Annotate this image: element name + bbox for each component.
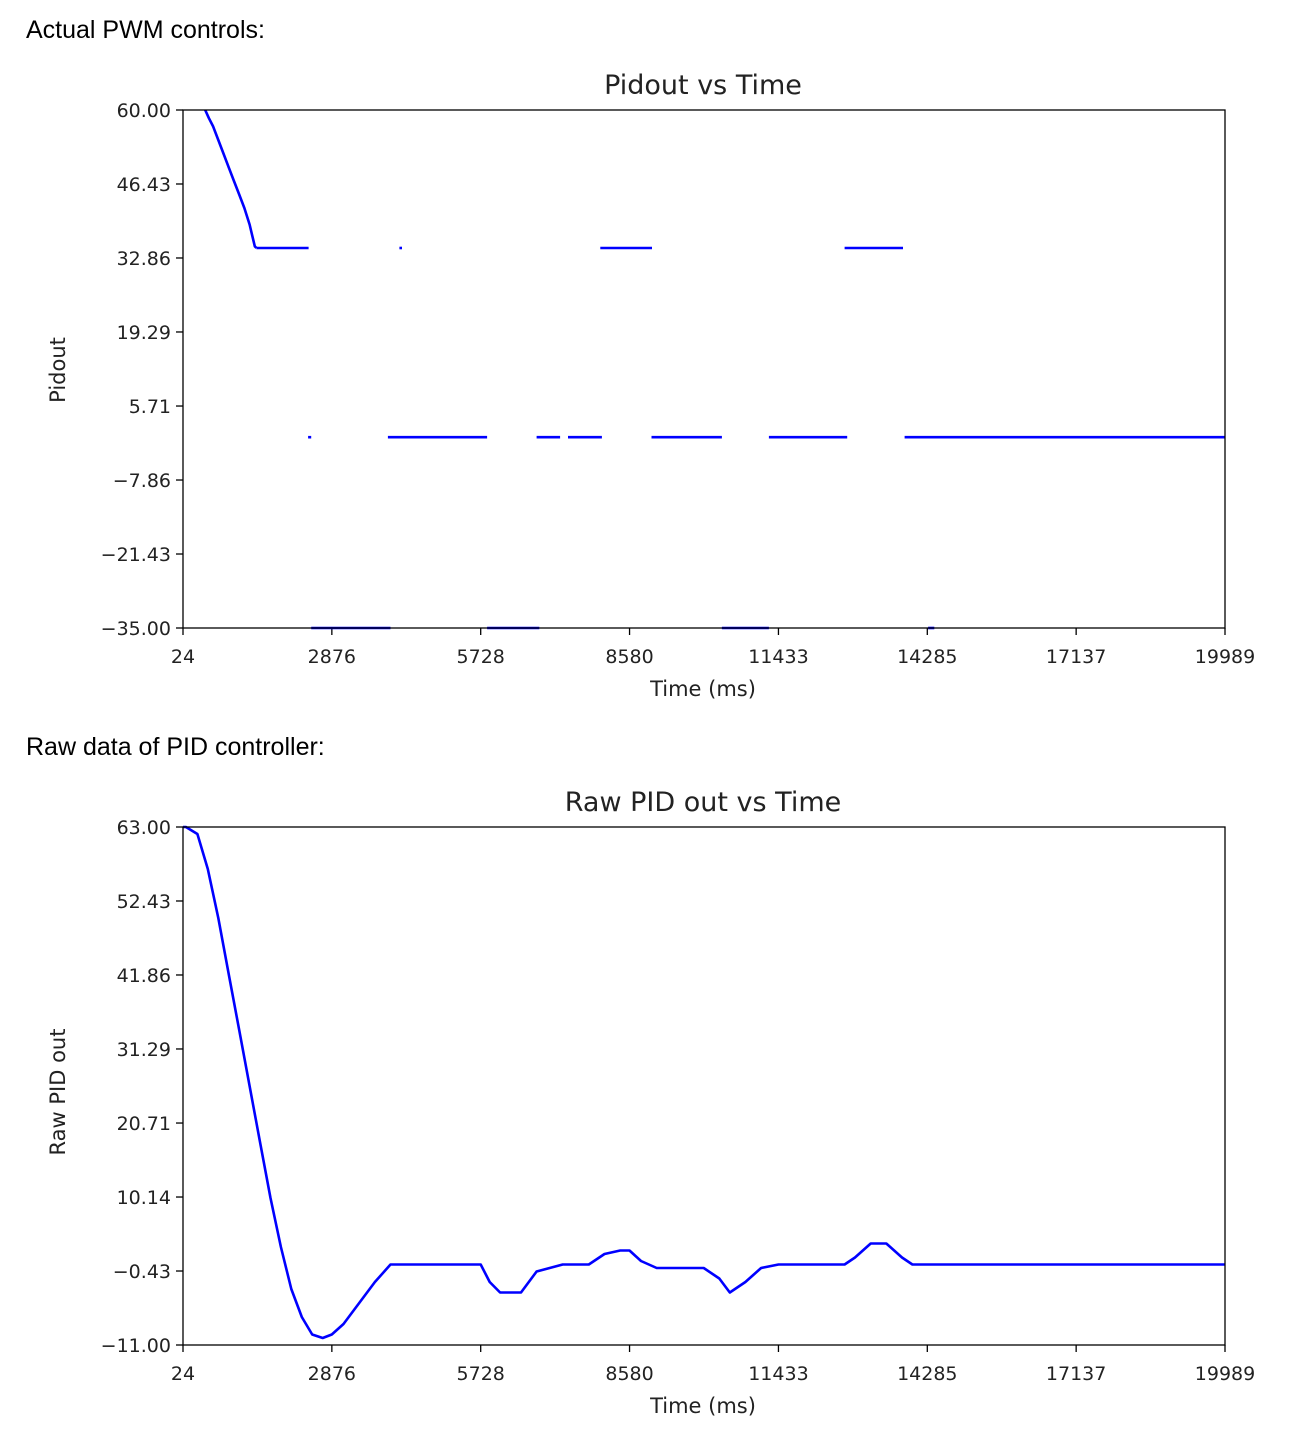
chart-1-series-segment <box>204 109 258 249</box>
chart-2-y-tick-label: −11.00 <box>101 1335 171 1357</box>
chart-1-x-tick-label: 24 <box>171 646 195 668</box>
chart-2-y-tick-label: 63.00 <box>117 817 171 839</box>
chart-1-x-tick-label: 17137 <box>1046 646 1106 668</box>
chart-2-title: Raw PID out vs Time <box>565 787 842 818</box>
chart-1-y-ticks: 60.00 46.43 32.86 19.29 5.71 −7.86 −21.43 −35.0… <box>101 100 183 640</box>
chart-1-x-tick-label: 14285 <box>897 646 957 668</box>
chart-1-x-tick-label: 5728 <box>457 646 505 668</box>
chart-2-x-tick-label: 19989 <box>1195 1363 1255 1385</box>
chart-1-plot-area <box>204 109 1225 630</box>
chart-1-frame <box>182 109 1226 629</box>
chart-1-y-tick-label: 32.86 <box>117 248 171 270</box>
chart-1-y-tick-label: −35.00 <box>101 618 171 640</box>
chart-1-title: Pidout vs Time <box>604 70 802 101</box>
chart-1-y-tick-label: 60.00 <box>117 100 171 122</box>
chart-1-y-tick-label: −7.86 <box>113 470 171 492</box>
chart-2-y-tick-label: −0.43 <box>113 1261 171 1283</box>
chart-2-y-tick-label: 41.86 <box>117 965 171 987</box>
chart-2-x-tick-label: 24 <box>171 1363 195 1385</box>
chart-2-y-label: Raw PID out <box>46 1029 70 1156</box>
chart-1-y-tick-label: −21.43 <box>101 544 171 566</box>
chart-2-x-tick-label: 5728 <box>457 1363 505 1385</box>
chart-2-x-tick-label: 8580 <box>605 1363 653 1385</box>
chart-1-y-tick-label: 19.29 <box>117 322 171 344</box>
chart-1-x-tick-label: 19989 <box>1195 646 1255 668</box>
chart-2-plot-area <box>183 825 1225 1340</box>
chart-2-frame <box>182 826 1226 1346</box>
chart-1-x-tick-label: 2876 <box>308 646 356 668</box>
chart-1-x-tick-label: 11433 <box>748 646 808 668</box>
chart-2-series-line <box>183 825 1225 1340</box>
chart-2-y-tick-label: 31.29 <box>117 1039 171 1061</box>
chart-2-x-ticks: 24 2876 5728 8580 11433 14285 17137 19989 <box>171 1345 1255 1385</box>
chart-2-x-tick-label: 2876 <box>308 1363 356 1385</box>
chart-1-y-tick-label: 46.43 <box>117 174 171 196</box>
chart-1-x-label: Time (ms) <box>649 677 756 701</box>
chart-2-x-tick-label: 17137 <box>1046 1363 1106 1385</box>
chart-2-x-tick-label: 11433 <box>748 1363 808 1385</box>
caption-actual-pwm: Actual PWM controls: <box>26 16 265 44</box>
caption-raw-pid-data: Raw data of PID controller: <box>26 733 325 761</box>
chart-1-y-label: Pidout <box>46 337 70 403</box>
chart-2-x-tick-label: 14285 <box>897 1363 957 1385</box>
chart-2-y-tick-label: 52.43 <box>117 891 171 913</box>
chart-raw-pid-vs-time: Raw PID out vs Time 63.00 52.43 41.86 31.29… <box>46 787 1255 1418</box>
chart-1-y-tick-label: 5.71 <box>129 396 171 418</box>
chart-2-y-tick-label: 10.14 <box>117 1187 171 1209</box>
chart-2-y-tick-label: 20.71 <box>117 1113 171 1135</box>
chart-pidout-vs-time: Pidout vs Time 60.00 46.43 32.86 19.29 5.71 −… <box>46 70 1255 701</box>
chart-2-y-ticks: 63.00 52.43 41.86 31.29 20.71 10.14 −0.43 −11.0… <box>101 817 183 1357</box>
chart-1-x-tick-label: 8580 <box>605 646 653 668</box>
chart-1-x-ticks: 24 2876 5728 8580 11433 14285 17137 19989 <box>171 628 1255 668</box>
chart-2-x-label: Time (ms) <box>649 1394 756 1418</box>
